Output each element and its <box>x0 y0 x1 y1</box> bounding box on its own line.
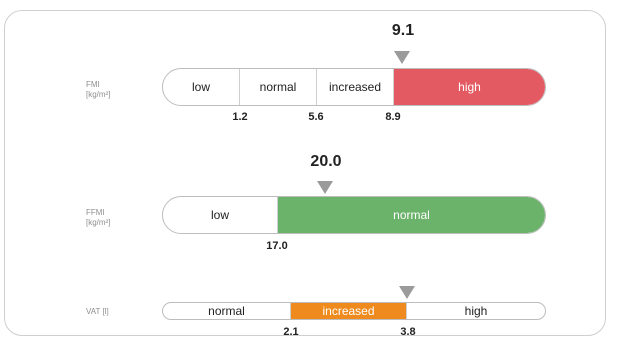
vat-segment-high: high <box>464 304 488 318</box>
fmi-segment-normal: normal <box>240 69 317 105</box>
fmi-value: 9.1 <box>391 22 415 39</box>
ffmi-label-name: FFMI <box>86 208 105 217</box>
fmi-label: FMI [kg/m²] <box>86 80 110 100</box>
fmi-threshold-1: 1.2 <box>232 111 248 123</box>
fmi-threshold-3: 8.9 <box>385 111 401 123</box>
ffmi-label: FFMI [kg/m²] <box>86 208 110 228</box>
fmi-scale-bar: low normal increased high <box>162 68 546 106</box>
vat-scale-bar: normal increased high <box>162 302 546 320</box>
ffmi-marker-icon <box>317 181 333 194</box>
fmi-threshold-2: 5.6 <box>308 111 324 123</box>
fmi-segment-low: low <box>163 69 240 105</box>
fmi-label-name: FMI <box>86 80 100 89</box>
fmi-marker-icon <box>394 51 410 64</box>
vat-segment-increased: increased <box>291 303 407 319</box>
vat-threshold-2: 3.8 <box>400 326 416 338</box>
vat-segment-normal: normal <box>163 303 291 319</box>
fmi-label-unit: [kg/m²] <box>86 90 111 99</box>
ffmi-value: 20.0 <box>310 153 342 170</box>
body-composition-panel <box>4 10 606 336</box>
vat-marker-icon <box>399 286 415 299</box>
fmi-segment-high: high <box>394 69 545 105</box>
ffmi-segment-low: low <box>163 197 278 233</box>
ffmi-label-unit: [kg/m²] <box>86 218 111 227</box>
vat-threshold-1: 2.1 <box>283 326 299 338</box>
vat-label: VAT [l] <box>86 307 109 316</box>
ffmi-scale-bar: low normal <box>162 196 546 234</box>
fmi-segment-increased: increased <box>317 69 394 105</box>
ffmi-threshold-1: 17.0 <box>266 240 288 252</box>
ffmi-segment-normal: normal <box>278 197 545 233</box>
